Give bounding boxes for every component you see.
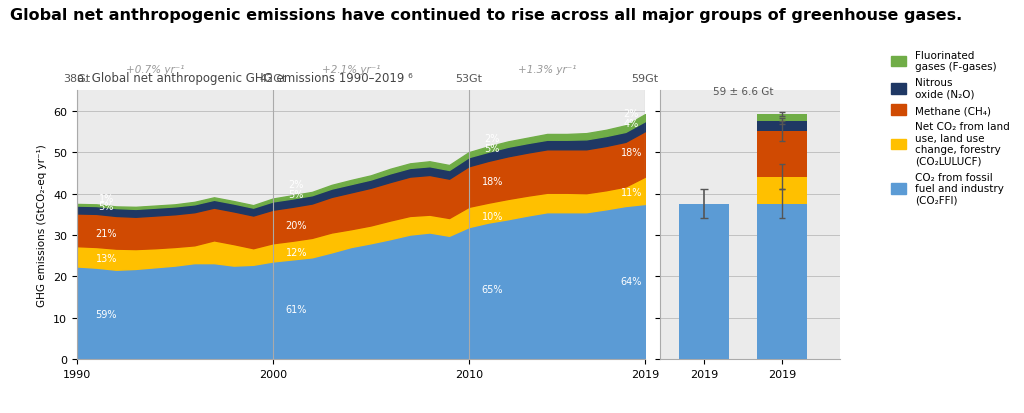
Bar xyxy=(757,177,807,204)
Text: +0.7% yr⁻¹: +0.7% yr⁻¹ xyxy=(126,64,184,74)
Text: 5%: 5% xyxy=(484,144,500,154)
Text: 59%: 59% xyxy=(95,309,117,319)
Text: 18%: 18% xyxy=(621,148,642,158)
Bar xyxy=(757,204,807,359)
Text: 53Gt: 53Gt xyxy=(456,74,482,84)
Text: 2%: 2% xyxy=(289,180,304,190)
Bar xyxy=(757,122,807,132)
Text: 10%: 10% xyxy=(481,212,503,222)
Text: 5%: 5% xyxy=(98,202,114,211)
Text: +1.3% yr⁻¹: +1.3% yr⁻¹ xyxy=(518,64,577,74)
Text: 2%: 2% xyxy=(484,133,500,143)
Text: 12%: 12% xyxy=(286,247,307,257)
Text: 38Gt: 38Gt xyxy=(63,74,90,84)
Text: 21%: 21% xyxy=(95,228,117,238)
Bar xyxy=(757,132,807,177)
Text: 59Gt: 59Gt xyxy=(632,74,658,84)
Text: 11%: 11% xyxy=(621,187,642,197)
Text: 18%: 18% xyxy=(481,177,503,187)
Text: 5%: 5% xyxy=(289,189,304,199)
Text: 13%: 13% xyxy=(95,253,117,263)
Bar xyxy=(679,204,729,359)
Bar xyxy=(757,115,807,122)
Text: a. Global net anthropogenic GHG emissions 1990–2019 ⁶: a. Global net anthropogenic GHG emission… xyxy=(77,72,413,85)
Text: 64%: 64% xyxy=(621,276,642,286)
Text: 61%: 61% xyxy=(286,305,307,315)
Text: 2%: 2% xyxy=(624,109,639,119)
Text: Global net anthropogenic emissions have continued to rise across all major group: Global net anthropogenic emissions have … xyxy=(10,8,963,23)
Text: +2.1% yr⁻¹: +2.1% yr⁻¹ xyxy=(322,64,380,74)
Legend: Fluorinated
gases (F-gases), Nitrous
oxide (N₂O), Methane (CH₄), Net CO₂ from la: Fluorinated gases (F-gases), Nitrous oxi… xyxy=(887,47,1014,209)
Text: 20%: 20% xyxy=(286,220,307,230)
Y-axis label: GHG emissions (GtCO₂-eq yr⁻¹): GHG emissions (GtCO₂-eq yr⁻¹) xyxy=(38,144,47,306)
Text: 1%: 1% xyxy=(98,194,114,204)
Text: 65%: 65% xyxy=(481,284,503,294)
Text: 42Gt: 42Gt xyxy=(259,74,287,84)
Text: 4%: 4% xyxy=(624,119,639,129)
Text: 59 ± 6.6 Gt: 59 ± 6.6 Gt xyxy=(713,87,773,97)
